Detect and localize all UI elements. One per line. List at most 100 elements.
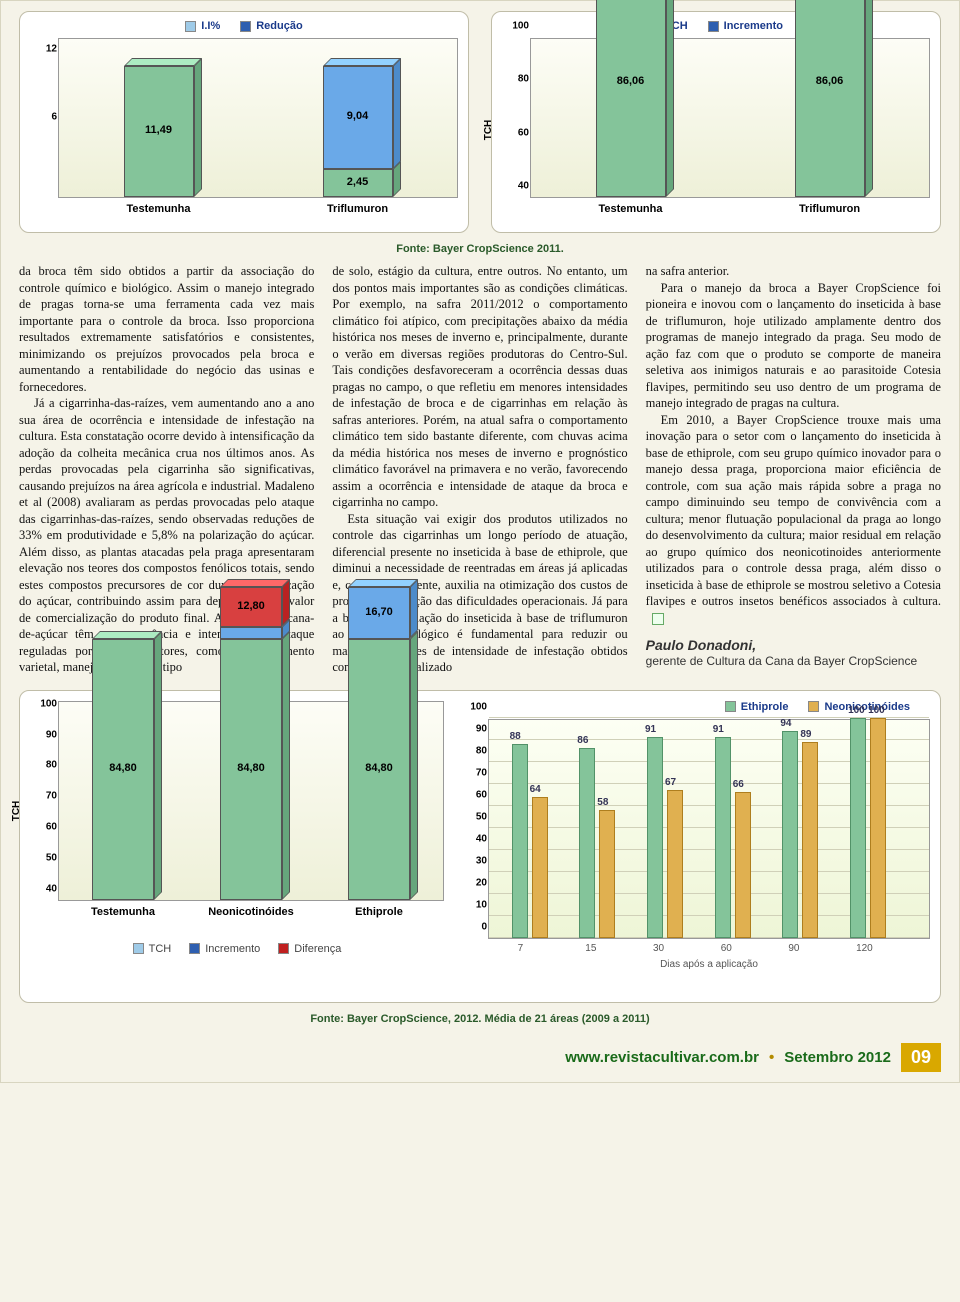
series-value-label: 64 <box>530 784 541 795</box>
y-tick: 12 <box>46 43 57 54</box>
bar-segment: 12,80 <box>220 587 282 626</box>
y-tick: 70 <box>476 767 487 778</box>
y-tick: 60 <box>46 821 57 832</box>
author-block: Paulo Donadoni, gerente de Cultura da Ca… <box>646 636 941 670</box>
legend-swatch <box>725 701 736 712</box>
legend-label: Ethiprole <box>741 701 789 713</box>
y-tick: 90 <box>476 723 487 734</box>
bar-group: 11,49Testemunha <box>124 66 194 197</box>
chart4-xlabel: Dias após a aplicação <box>488 959 930 970</box>
author-title: gerente de Cultura da Cana da Bayer Crop… <box>646 654 941 670</box>
series-value-label: 58 <box>597 797 608 808</box>
x-category-label: Neonicotinóides <box>191 906 311 918</box>
series-bar <box>599 810 615 938</box>
x-tick-label: 7 <box>518 943 524 954</box>
y-tick: 80 <box>46 760 57 771</box>
bar-value-label: 84,80 <box>220 762 282 774</box>
series-bar <box>850 718 866 938</box>
legend-label: Incremento <box>205 943 260 955</box>
y-tick: 60 <box>518 127 529 138</box>
x-category-label: Testemunha <box>63 906 183 918</box>
bar-segment: 86,06 <box>596 0 666 197</box>
chart1-legend: I.I%Redução <box>30 20 458 32</box>
series-value-label: 94 <box>780 718 791 729</box>
legend-label: Redução <box>256 20 302 32</box>
article-end-icon <box>652 613 664 625</box>
bar-group: 84,803,9012,80Neonicotinóides <box>220 587 282 899</box>
body-p3: de solo, estágio da cultura, entre outro… <box>332 263 627 511</box>
y-tick: 100 <box>470 701 487 712</box>
chart3-legend: TCH Incremento Diferença <box>30 943 444 955</box>
chart2-bars: 86,06Testemunha86,068,07Triflumuron <box>531 39 929 197</box>
chart1-area: 612 11,49Testemunha2,459,04Triflumuron <box>58 38 458 198</box>
y-tick: 100 <box>40 698 57 709</box>
x-category-label: Testemunha <box>571 203 691 215</box>
y-tick: 40 <box>476 833 487 844</box>
footer-separator: • <box>769 1049 774 1066</box>
y-tick: 60 <box>476 789 487 800</box>
y-tick: 50 <box>476 811 487 822</box>
top-charts-row: I.I%Redução % Intensidade de Infestação … <box>19 11 941 233</box>
bar-value-label: 2,45 <box>323 176 393 188</box>
bar-segment: 2,45 <box>323 169 393 197</box>
footer-url: www.revistacultivar.com.br <box>565 1049 759 1066</box>
y-tick: 70 <box>46 791 57 802</box>
legend-item: Diferença <box>278 943 341 955</box>
series-bar <box>512 744 528 938</box>
x-tick-label: 120 <box>856 943 873 954</box>
series-bar <box>532 797 548 938</box>
source-line-1: Fonte: Bayer CropScience 2011. <box>19 243 941 255</box>
x-category-label: Triflumuron <box>298 203 418 215</box>
y-tick: 6 <box>51 112 57 123</box>
y-tick: 90 <box>46 729 57 740</box>
series-value-label: 91 <box>713 724 724 735</box>
bar-segment: 11,49 <box>124 66 194 197</box>
bar-segment: 86,06 <box>795 0 865 197</box>
bar-segment: 84,80 <box>92 639 154 900</box>
legend-item: Incremento <box>189 943 260 955</box>
page-footer: www.revistacultivar.com.br • Setembro 20… <box>19 1037 941 1082</box>
legend-swatch <box>189 943 200 954</box>
bottom-charts-row: TCH 405060708090100 84,80Testemunha84,80… <box>19 690 941 1003</box>
y-tick: 10 <box>476 899 487 910</box>
x-tick-label: 60 <box>721 943 732 954</box>
y-tick: 0 <box>481 921 487 932</box>
bar-value-label: 9,04 <box>323 110 393 122</box>
series-value-label: 91 <box>645 724 656 735</box>
legend-item: Redução <box>240 20 302 32</box>
x-category-label: Testemunha <box>99 203 219 215</box>
legend-swatch <box>708 21 719 32</box>
y-tick: 80 <box>476 745 487 756</box>
author-name: Paulo Donadoni, <box>646 636 941 654</box>
series-value-label: 100 <box>868 705 885 716</box>
bar-value-label: 84,80 <box>92 762 154 774</box>
series-bar <box>735 792 751 937</box>
chart3-ylabel: TCH <box>11 800 22 821</box>
chart1-bars: 11,49Testemunha2,459,04Triflumuron <box>59 39 457 197</box>
body-p6: Para o manejo da broca a Bayer CropScien… <box>646 280 941 412</box>
bar-group: 84,8016,70Ethiprole <box>348 587 410 899</box>
chart1-yticks: 6 12 <box>39 39 57 197</box>
chart2-yticks: 406080100 <box>511 39 529 197</box>
series-bar <box>782 731 798 938</box>
y-tick: 30 <box>476 855 487 866</box>
x-category-label: Ethiprole <box>319 906 439 918</box>
page: I.I%Redução % Intensidade de Infestação … <box>0 0 960 1083</box>
bar-value-label: 12,80 <box>220 600 282 612</box>
series-value-label: 66 <box>733 779 744 790</box>
body-p1: da broca têm sido obtidos a partir da as… <box>19 263 314 395</box>
bar-value-label: 86,06 <box>596 75 666 87</box>
y-tick: 100 <box>512 21 529 32</box>
x-category-label: Triflumuron <box>770 203 890 215</box>
y-tick: 50 <box>46 852 57 863</box>
chart3-yticks: 405060708090100 <box>39 702 57 900</box>
chart2-area: 406080100 86,06Testemunha86,068,07Triflu… <box>530 38 930 198</box>
series-bar <box>802 742 818 938</box>
series-value-label: 86 <box>577 735 588 746</box>
series-bar <box>579 748 595 937</box>
legend-swatch <box>808 701 819 712</box>
article-body: da broca têm sido obtidos a partir da as… <box>19 263 941 676</box>
chart3-area: 405060708090100 84,80Testemunha84,803,90… <box>58 701 444 901</box>
chart2-box: TCHIncremento TCH 406080100 86,06Testemu… <box>491 11 941 233</box>
legend-label: TCH <box>149 943 172 955</box>
